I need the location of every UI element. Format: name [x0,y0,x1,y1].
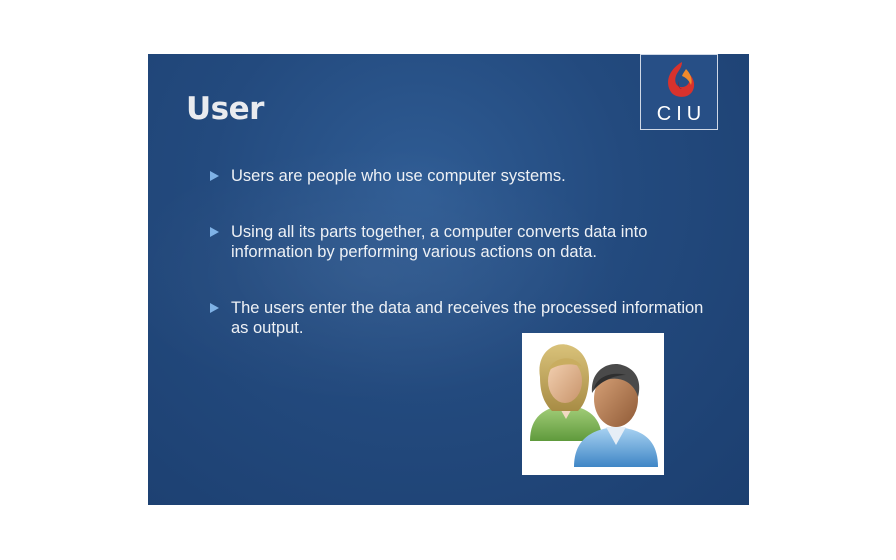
bullet-text: Users are people who use computer system… [231,167,566,185]
slide-title: User [186,91,264,127]
bullet-list: Users are people who use computer system… [208,166,708,338]
triangle-bullet-icon [210,227,219,237]
users-image [522,333,664,475]
triangle-bullet-icon [210,171,219,181]
slide: User CIU Users are people who use comput… [148,54,749,505]
flame-logo-icon [668,62,695,97]
logo-text: CIU [656,103,707,125]
ciu-logo: CIU [640,54,718,130]
bullet-item: Using all its parts together, a computer… [208,222,708,262]
bullet-item: Users are people who use computer system… [208,166,708,186]
bullet-text: The users enter the data and receives th… [231,299,704,337]
users-icon [530,344,658,467]
bullet-item: The users enter the data and receives th… [208,298,708,338]
bullet-text: Using all its parts together, a computer… [231,223,648,261]
triangle-bullet-icon [210,303,219,313]
